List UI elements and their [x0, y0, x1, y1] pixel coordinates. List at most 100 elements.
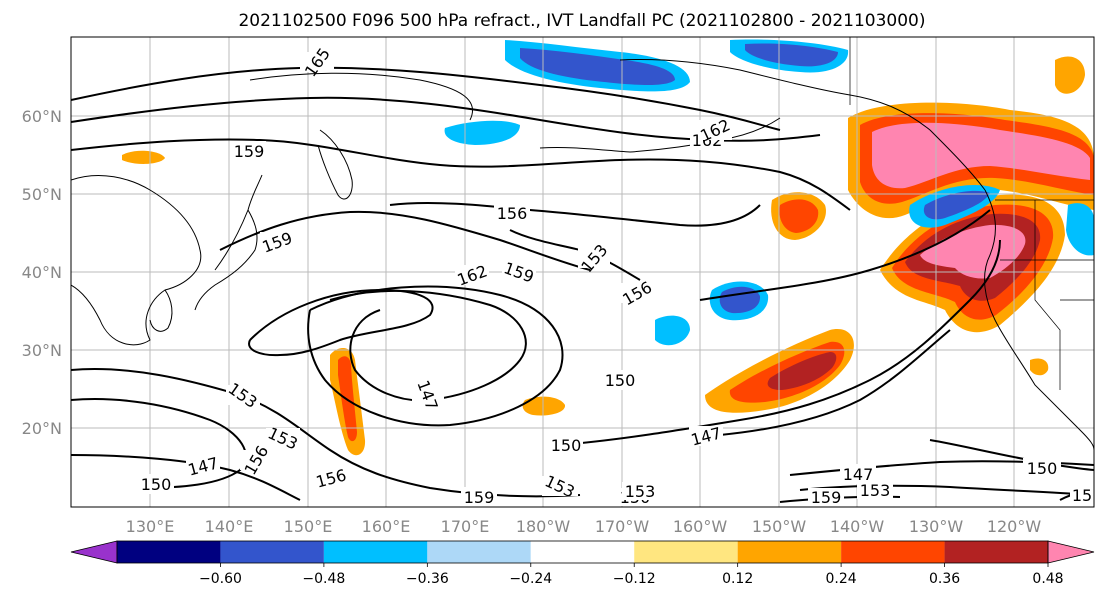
- colorbar-swatch: [427, 541, 531, 563]
- lon-label: 130°W: [909, 517, 964, 536]
- colorbar-extend-low: [70, 540, 118, 564]
- contour-label: 150: [141, 475, 172, 494]
- contour-label-bg: [266, 428, 300, 448]
- contour-153-spiral: [329, 289, 527, 402]
- map-frame: [70, 36, 1095, 508]
- coastline-alaska: [619, 58, 986, 191]
- contour-label: 159: [464, 488, 495, 507]
- gridlines: [71, 37, 1094, 507]
- contour-label-bg: [808, 488, 844, 506]
- shading-patch-east-blue: [1066, 203, 1094, 256]
- contour-label-bg: [578, 248, 610, 268]
- contour-label-bg: [260, 232, 294, 252]
- contour-label-bg: [240, 450, 272, 470]
- latitude-labels: 60°N 50°N 40°N 30°N 20°N: [22, 107, 62, 438]
- contour-label: 153: [860, 481, 891, 500]
- lat-label: 40°N: [22, 263, 62, 282]
- contour-label-bg: [603, 370, 637, 390]
- contour-label-bg: [542, 476, 578, 496]
- contour-153-se: [799, 484, 1094, 496]
- shading-patch-east-pacific-1: [522, 396, 566, 416]
- colorbar-tick-label: −0.24: [509, 571, 552, 587]
- contour-label-bg: [698, 120, 732, 140]
- contour-label-bg: [502, 262, 536, 282]
- contour-label-bg: [300, 52, 334, 72]
- contour-label-bg: [689, 426, 723, 446]
- shading-patch-aleutian: [444, 120, 520, 145]
- contour-159-mid: [219, 210, 591, 271]
- shading-patch-northeast-1: [1055, 56, 1085, 94]
- shading-patch-west-small-1: [122, 150, 165, 164]
- colorbar-tick-label: −0.12: [613, 571, 656, 587]
- contour-label-bg: [455, 265, 489, 285]
- contour-147-east: [719, 329, 951, 436]
- lat-label: 20°N: [22, 419, 62, 438]
- contour-label: 153: [625, 482, 656, 501]
- colorbar-tick-label: −0.60: [199, 571, 242, 587]
- colorbar-tick-label: −0.48: [302, 571, 345, 587]
- colorbar-tick-label: 0.12: [722, 571, 753, 587]
- colorbar-swatch: [117, 541, 221, 563]
- colorbar-swatch: [220, 541, 324, 563]
- lon-label: 150°W: [752, 517, 807, 536]
- coastline-siberia-north: [249, 72, 473, 121]
- lon-label: 130°E: [126, 517, 175, 536]
- coastlines: [71, 58, 1094, 451]
- contour-150-south: [71, 398, 247, 489]
- contour-label: 150: [551, 436, 582, 455]
- lon-label: 170°W: [595, 517, 650, 536]
- coastline-kamchatka: [317, 129, 353, 200]
- contour-165: [71, 66, 781, 131]
- contour-label: 150: [605, 371, 636, 390]
- contour-label: 147: [843, 465, 874, 484]
- border-west-states: [1000, 200, 1094, 390]
- contour-label-bg: [186, 456, 220, 476]
- lon-label: 140°W: [830, 517, 885, 536]
- contour-150-ring: [307, 285, 564, 427]
- lon-label: 180°W: [516, 517, 571, 536]
- lat-label: 30°N: [22, 341, 62, 360]
- contour-label: 15: [1072, 486, 1092, 505]
- contour-label: 156: [497, 204, 528, 223]
- shading-patch-westcoast-blue-inner: [923, 190, 990, 220]
- contour-label-bg: [314, 468, 348, 488]
- colorbar-swatch: [737, 541, 842, 563]
- shading-patch-gulf-alaska-pink: [872, 122, 1090, 189]
- contour-label-bg: [857, 481, 893, 499]
- lon-label: 170°E: [441, 517, 490, 536]
- lat-label: 50°N: [22, 185, 62, 204]
- contour-150-east: [559, 239, 1001, 446]
- colorbar-swatch: [634, 541, 738, 563]
- colorbar-extend-high: [1047, 540, 1095, 564]
- contour-label-bg: [1023, 458, 1061, 478]
- contour-label: 150: [1027, 459, 1058, 478]
- longitude-labels: 130°E 140°E 150°E 160°E 170°E 180°W 170°…: [126, 517, 1042, 536]
- coastline-na-west: [984, 189, 1094, 451]
- coastline-korea: [149, 289, 173, 332]
- contour-label: 159: [811, 488, 842, 507]
- lon-label: 160°W: [673, 517, 728, 536]
- lon-label: 120°W: [987, 517, 1042, 536]
- colorbar-swatch: [944, 541, 1048, 563]
- colorbar-swatch: [530, 541, 635, 563]
- map-panel: 165 159 162 156 159 153 162 159 156 150: [22, 36, 1095, 536]
- contour-label-bg: [1070, 485, 1094, 505]
- coastline-japan: [194, 174, 263, 311]
- contour-label-bg: [412, 385, 444, 405]
- lat-label: 60°N: [22, 107, 62, 126]
- contour-label-bg: [226, 385, 260, 405]
- colorbar-tick-label: 0.24: [826, 571, 857, 587]
- colorbar-tick-label: −0.36: [406, 571, 449, 587]
- contour-label-bg: [549, 435, 583, 455]
- contour-label-bg: [494, 203, 530, 223]
- contour-label-bg: [138, 474, 174, 494]
- contour-147-inner: [248, 288, 434, 357]
- shading-patch-hawaii-band-darkred: [767, 352, 837, 390]
- shading-patch-east-pacific-2: [1030, 358, 1049, 376]
- contour-156-north: [389, 201, 761, 227]
- lon-label: 160°E: [362, 517, 411, 536]
- coastline-asia: [71, 174, 202, 346]
- contour-159-north: [71, 138, 851, 211]
- lon-label: 150°E: [284, 517, 333, 536]
- colorbar-tick-label: 0.48: [1032, 571, 1063, 587]
